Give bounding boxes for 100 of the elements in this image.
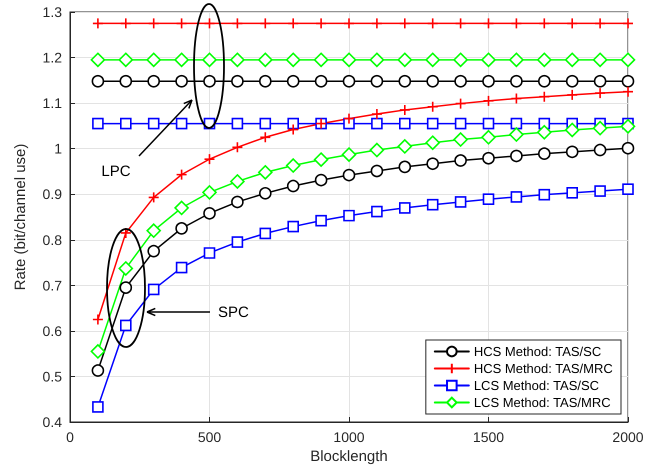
point: [175, 74, 188, 88]
point: [510, 74, 523, 88]
point: [118, 261, 134, 276]
point: [564, 52, 580, 68]
point: [538, 147, 551, 160]
point: [232, 142, 244, 154]
point: [566, 74, 578, 88]
point: [120, 227, 132, 239]
point: [146, 52, 161, 68]
point: [204, 153, 216, 165]
point: [90, 52, 106, 68]
legend-label: HCS Method: TAS/MRC: [474, 361, 613, 376]
point: [426, 18, 438, 30]
point: [399, 104, 411, 116]
point: [259, 74, 272, 88]
point: [287, 18, 299, 30]
point: [342, 168, 356, 182]
point: [204, 18, 216, 30]
point: [203, 207, 216, 220]
point: [620, 52, 636, 68]
point: [342, 74, 356, 88]
point: [232, 118, 244, 130]
y-tick-label: 1: [54, 140, 62, 157]
point: [398, 52, 412, 68]
point: [92, 74, 104, 88]
point: [232, 18, 244, 30]
point: [92, 18, 104, 30]
x-axis-title: Blocklength: [310, 448, 388, 465]
y-tick-label: 0.9: [42, 186, 62, 202]
point: [454, 74, 467, 88]
x-tick-label: 1500: [472, 429, 504, 445]
point: [482, 95, 494, 107]
point: [148, 118, 160, 130]
point: [118, 52, 134, 68]
point: [286, 158, 300, 173]
point: [566, 89, 578, 101]
point: [509, 52, 524, 68]
point: [622, 18, 634, 30]
point: [537, 124, 552, 140]
point: [481, 52, 496, 68]
annotation: LPC: [101, 163, 131, 180]
point: [370, 52, 384, 68]
point: [399, 118, 411, 130]
y-tick-label: 1.2: [42, 50, 62, 66]
point: [286, 52, 300, 68]
point: [482, 193, 494, 206]
point: [622, 74, 634, 88]
y-tick-label: 0.8: [42, 232, 62, 248]
point: [286, 74, 300, 88]
point: [258, 165, 273, 180]
point: [398, 139, 412, 154]
point: [371, 18, 383, 30]
point: [120, 118, 132, 130]
point: [566, 18, 578, 30]
point: [314, 152, 328, 167]
point: [510, 150, 523, 162]
point: [314, 174, 328, 186]
point: [342, 147, 356, 162]
point: [314, 74, 328, 88]
point: [594, 185, 606, 197]
point: [398, 160, 412, 174]
point: [371, 108, 383, 120]
point: [148, 18, 160, 30]
y-axis-title: Rate (bit/channel use): [12, 144, 29, 290]
point: [260, 18, 272, 30]
point: [482, 18, 494, 30]
point: [622, 183, 634, 196]
point: [482, 74, 495, 88]
point: [510, 118, 522, 130]
point: [260, 228, 272, 240]
point: [426, 118, 438, 130]
point: [426, 157, 439, 170]
point: [454, 98, 466, 110]
point: [538, 18, 550, 30]
point: [482, 152, 495, 165]
x-tick-label: 500: [198, 429, 222, 445]
point: [398, 74, 412, 88]
point: [425, 135, 440, 150]
point: [176, 118, 188, 130]
point: [287, 220, 299, 232]
point: [620, 119, 636, 134]
point: [426, 100, 438, 113]
point: [538, 188, 550, 200]
point: [147, 244, 160, 258]
point: [370, 74, 384, 88]
x-tick-label: 1000: [333, 429, 365, 445]
point: [592, 120, 608, 136]
point: [399, 18, 411, 30]
point: [594, 87, 606, 99]
point: [453, 132, 468, 147]
point: [538, 90, 550, 103]
x-tick-label: 2000: [612, 429, 644, 445]
point: [92, 118, 104, 130]
point: [175, 222, 188, 235]
point: [454, 118, 466, 130]
point: [287, 124, 299, 136]
point: [203, 74, 216, 88]
point: [622, 86, 634, 98]
point: [594, 74, 606, 88]
point: [230, 52, 245, 68]
